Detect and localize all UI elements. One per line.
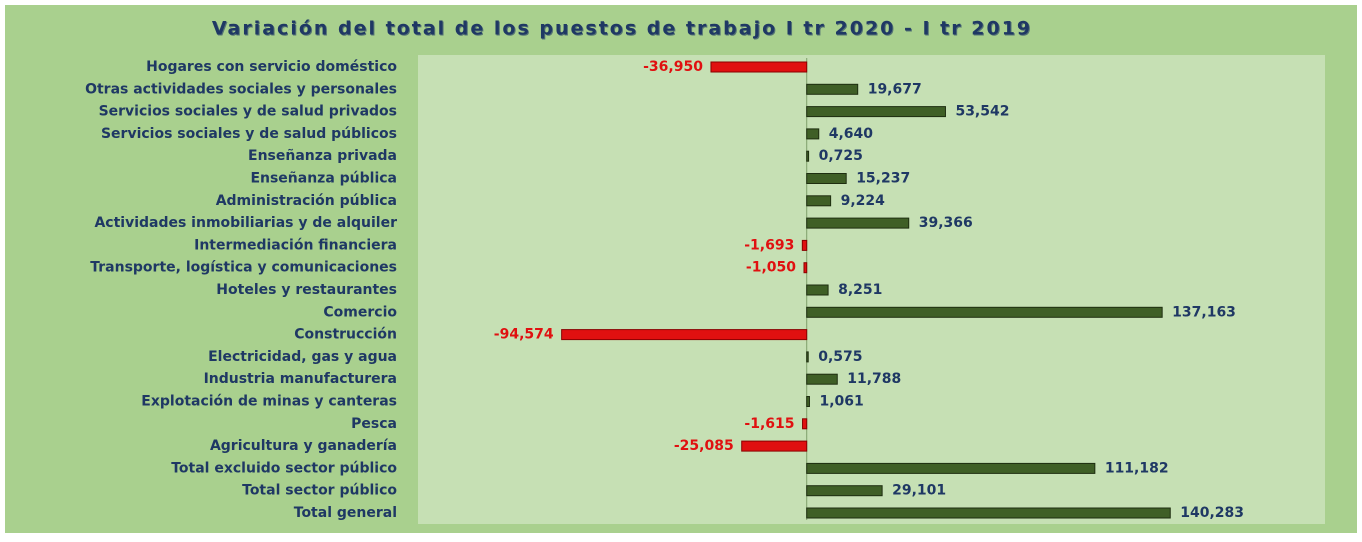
bar [806,396,810,407]
category-label: Administración pública [216,193,397,209]
bar [806,373,838,385]
chart-title-shadow: Variación del total de los puestos de tr… [213,19,1033,41]
category-label: Comercio [323,304,397,320]
category-label: Servicios sociales y de salud públicos [101,126,397,142]
category-label: Total general [294,505,397,521]
category-label: Servicios sociales y de salud privados [99,104,397,120]
category-label: Electricidad, gas y agua [208,349,397,365]
value-label: 11,788 [847,371,901,387]
category-label: Industria manufacturera [204,371,397,387]
bar [803,262,808,274]
bar [806,83,859,95]
bar [806,128,820,140]
value-label: -36,950 [643,59,703,75]
category-label: Hoteles y restaurantes [216,282,397,298]
category-label: Transporte, logística y comunicaciones [90,260,397,276]
bar [806,106,946,118]
category-label: Pesca [351,416,397,432]
value-label: -1,693 [744,237,794,253]
category-label: Explotación de minas y canteras [141,394,397,410]
value-label: 9,224 [841,193,886,209]
value-label: 0,725 [819,148,863,164]
value-label: 8,251 [838,282,882,298]
value-label: 53,542 [955,104,1009,120]
bar [710,61,808,73]
bar [806,507,1171,519]
bar [806,306,1163,318]
bar [806,217,910,229]
category-label: Enseñanza pública [250,171,397,187]
bar [741,440,808,452]
bar [802,418,808,430]
category-label: Total sector público [242,483,397,499]
value-label: 111,182 [1105,460,1169,476]
category-label: Otras actividades sociales y personales [85,81,397,97]
value-label: 29,101 [892,483,946,499]
bar [801,239,808,251]
value-label: -1,615 [744,416,794,432]
category-label: Actividades inmobiliarias y de alquiler [94,215,397,231]
bar [806,485,883,497]
value-label: 0,575 [818,349,862,365]
value-label: 15,237 [856,171,910,187]
value-label: 1,061 [819,394,863,410]
bar [806,462,1096,474]
value-label: 140,283 [1180,505,1244,521]
value-label: 19,677 [868,81,922,97]
chart-title: Variación del total de los puestos de tr… [212,18,1032,40]
value-label: 39,366 [919,215,973,231]
category-label: Construcción [294,327,397,343]
category-label: Enseñanza privada [248,148,397,164]
category-label: Agricultura y ganadería [210,438,397,454]
plot-area [418,55,1325,524]
bar [806,351,809,363]
value-label: 4,640 [829,126,874,142]
bar [806,195,832,207]
category-label: Intermediación financiera [194,237,397,253]
value-label: -94,574 [494,327,554,343]
bar [806,150,810,162]
bar [806,173,847,184]
category-label: Total excluido sector público [171,460,397,476]
value-label: 137,163 [1172,304,1236,320]
category-label: Hogares con servicio doméstico [146,59,397,75]
bar [806,284,829,296]
value-label: -1,050 [746,260,796,276]
bar [561,329,808,341]
value-label: -25,085 [674,438,734,454]
